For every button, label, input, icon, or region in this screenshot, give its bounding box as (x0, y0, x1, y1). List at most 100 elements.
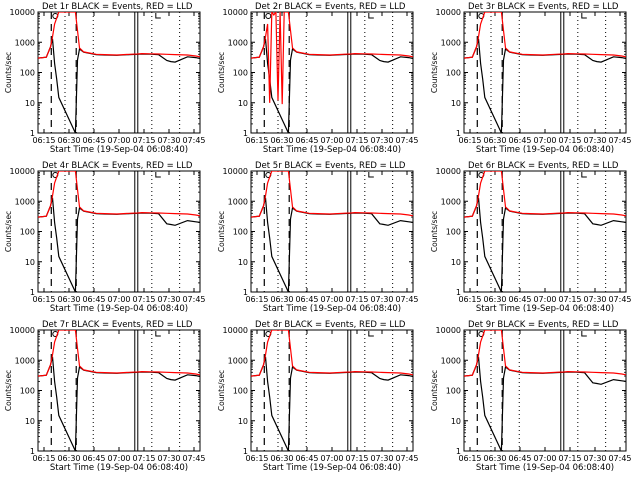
x-tick-label: 06:30 (270, 295, 293, 304)
events-series-line (38, 197, 200, 292)
x-tick-label: 06:15 (458, 454, 481, 463)
night-marker-icon (581, 331, 587, 337)
y-axis-label: Counts/sec (217, 211, 226, 252)
plot-frame (250, 11, 414, 134)
x-tick-label: 06:45 (508, 136, 531, 145)
y-tick-label: 10 (238, 258, 248, 267)
detector-panel-1: Det 1r BLACK = Events, RED = LLD 1 10 100 10… (4, 2, 206, 155)
y-tick-label: 100 (446, 387, 461, 396)
x-tick-label: 06:45 (295, 454, 318, 463)
y-tick-label: 10000 (10, 8, 35, 17)
detector-panel-2: Det 2r BLACK = Events, RED = LLD 1 10 100 10… (217, 2, 419, 155)
x-axis-label: Start Time (19-Sep-04 06:08:40) (50, 145, 188, 155)
x-tick-label: 07:15 (132, 136, 155, 145)
x-tick-label: 06:30 (57, 136, 80, 145)
panel-title: Det 1r BLACK = Events, RED = LLD (42, 2, 193, 12)
y-tick-label: 1000 (441, 38, 461, 47)
y-axis-label: Counts/sec (217, 52, 226, 93)
events-series-line (464, 356, 626, 451)
x-tick-label: 07:30 (157, 454, 180, 463)
plot-frame (463, 11, 627, 134)
plot-frame (250, 329, 414, 452)
lld-series-line (251, 12, 413, 105)
panel-title: Det 4r BLACK = Events, RED = LLD (42, 161, 193, 171)
x-tick-label: 06:30 (57, 454, 80, 463)
y-tick-label: 10000 (436, 8, 461, 17)
lld-series-line (251, 171, 413, 218)
panel-title: Det 2r BLACK = Events, RED = LLD (255, 2, 406, 12)
y-tick-label: 10 (25, 99, 35, 108)
x-tick-label: 06:15 (32, 136, 55, 145)
lld-series-line (38, 171, 200, 218)
x-tick-label: 07:30 (157, 295, 180, 304)
y-tick-label: 1 (243, 288, 248, 297)
y-tick-label: 10 (451, 417, 461, 426)
x-tick-label: 07:00 (320, 454, 343, 463)
y-tick-label: 1 (243, 129, 248, 138)
y-tick-label: 100 (20, 69, 35, 78)
x-tick-label: 07:45 (182, 454, 205, 463)
x-axis-label: Start Time (19-Sep-04 06:08:40) (476, 145, 614, 155)
x-tick-label: 07:30 (583, 454, 606, 463)
x-axis-label: Start Time (19-Sep-04 06:08:40) (50, 463, 188, 473)
x-tick-label: 06:45 (82, 454, 105, 463)
x-tick-label: 07:00 (107, 136, 130, 145)
panel-title: Det 7r BLACK = Events, RED = LLD (42, 320, 193, 330)
y-tick-label: 1 (456, 129, 461, 138)
y-tick-label: 100 (233, 387, 248, 396)
x-tick-label: 06:15 (245, 454, 268, 463)
y-tick-label: 1000 (441, 356, 461, 365)
x-tick-label: 07:00 (320, 295, 343, 304)
y-tick-label: 10000 (436, 167, 461, 176)
x-axis-label: Start Time (19-Sep-04 06:08:40) (476, 304, 614, 314)
x-tick-label: 07:45 (608, 454, 631, 463)
y-tick-label: 1000 (15, 197, 35, 206)
y-axis-label: Counts/sec (430, 370, 439, 411)
lld-series-line (464, 12, 626, 59)
lld-series-line (464, 330, 626, 377)
lld-series-line (38, 12, 200, 59)
detector-panel-4: Det 4r BLACK = Events, RED = LLD 1 10 100 10… (4, 161, 206, 314)
y-tick-label: 10 (238, 99, 248, 108)
x-tick-label: 07:15 (558, 136, 581, 145)
x-tick-label: 07:15 (345, 136, 368, 145)
y-tick-label: 1 (30, 447, 35, 456)
events-series-line (464, 197, 626, 292)
y-axis-label: Counts/sec (4, 52, 13, 93)
y-tick-label: 10000 (223, 326, 248, 335)
x-tick-label: 07:00 (320, 136, 343, 145)
x-tick-label: 07:30 (370, 136, 393, 145)
x-tick-label: 07:30 (370, 454, 393, 463)
plot-frame (37, 11, 201, 134)
y-axis-label: Counts/sec (4, 211, 13, 252)
y-tick-label: 1 (30, 288, 35, 297)
x-tick-label: 07:15 (132, 454, 155, 463)
x-tick-label: 07:00 (107, 295, 130, 304)
x-tick-label: 06:30 (57, 295, 80, 304)
night-marker-icon (155, 172, 161, 178)
x-tick-label: 07:45 (608, 295, 631, 304)
y-tick-label: 10 (451, 99, 461, 108)
x-tick-label: 07:30 (583, 136, 606, 145)
y-tick-label: 1000 (441, 197, 461, 206)
panel-title: Det 3r BLACK = Events, RED = LLD (468, 2, 619, 12)
y-tick-label: 10000 (223, 167, 248, 176)
panel-title: Det 6r BLACK = Events, RED = LLD (468, 161, 619, 171)
night-marker-icon (368, 172, 374, 178)
x-tick-label: 07:45 (182, 295, 205, 304)
x-tick-label: 06:45 (82, 136, 105, 145)
x-tick-label: 07:15 (345, 295, 368, 304)
x-tick-label: 07:30 (583, 295, 606, 304)
x-tick-label: 07:00 (533, 454, 556, 463)
y-tick-label: 1 (456, 447, 461, 456)
saa-marker-icon (265, 13, 272, 19)
night-marker-icon (581, 172, 587, 178)
detector-panel-9: Det 9r BLACK = Events, RED = LLD 1 10 100 10… (430, 320, 632, 473)
x-tick-label: 07:45 (395, 295, 418, 304)
x-tick-label: 07:45 (608, 136, 631, 145)
events-series-line (38, 356, 200, 451)
y-tick-label: 10000 (10, 167, 35, 176)
night-marker-icon (155, 13, 161, 19)
x-tick-label: 06:45 (295, 136, 318, 145)
